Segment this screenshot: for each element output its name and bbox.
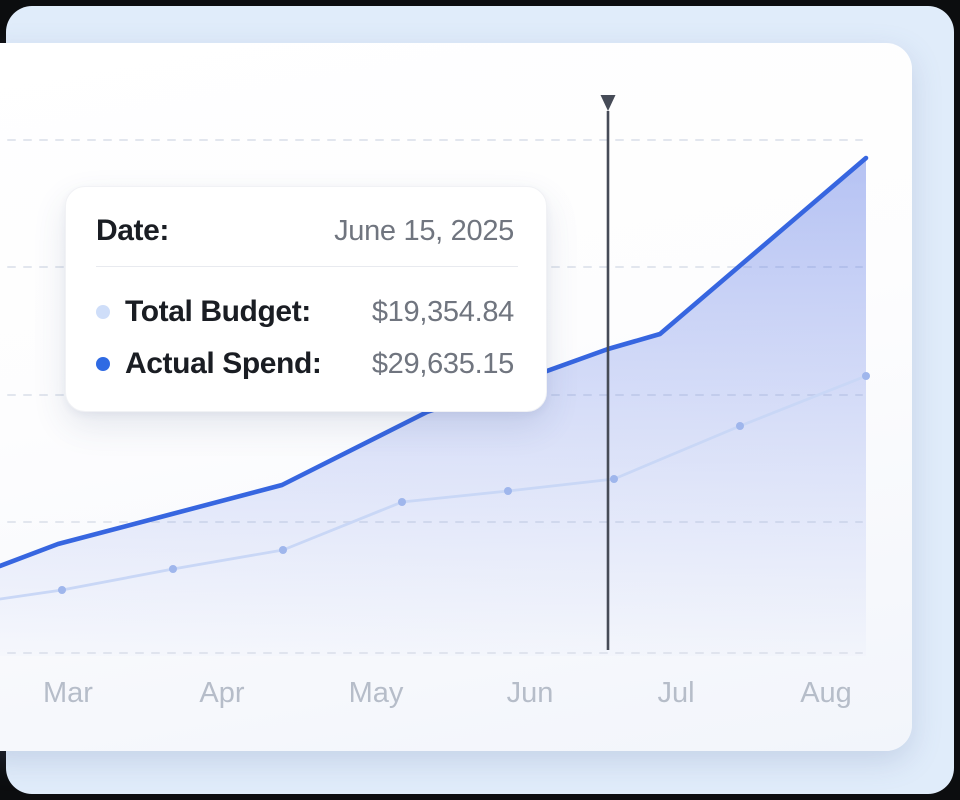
chart-tooltip: Date: June 15, 2025 Total Budget: $19,35…	[65, 186, 547, 412]
x-axis-label: May	[349, 677, 404, 709]
tooltip-date-value: June 15, 2025	[334, 215, 514, 247]
total-budget-point	[169, 565, 177, 573]
tooltip-spend-value: $29,635.15	[371, 348, 514, 380]
x-axis-label: Mar	[43, 677, 93, 709]
total-budget-point	[504, 487, 512, 495]
total-budget-point	[279, 546, 287, 554]
crosshair-layer[interactable]	[600, 95, 616, 650]
tooltip-spend-row: Actual Spend: $29,635.15	[96, 344, 514, 384]
x-axis-label: Jul	[657, 677, 694, 709]
tooltip-date-label: Date:	[96, 214, 170, 247]
tooltip-budget-row: Total Budget: $19,354.84	[96, 292, 514, 332]
actual-spend-legend-dot-icon	[96, 357, 110, 371]
tooltip-spend-label: Actual Spend:	[125, 347, 322, 380]
tooltip-date-row: Date: June 15, 2025	[96, 211, 514, 251]
x-axis: Mar Apr May Jun Jul Aug	[43, 677, 852, 709]
total-budget-point	[398, 498, 406, 506]
total-budget-legend-dot-icon	[96, 305, 110, 319]
total-budget-point	[862, 372, 870, 380]
actual-spend-line	[0, 155, 869, 569]
actual-spend-area	[0, 158, 866, 656]
budget-spend-chart[interactable]: Mar Apr May Jun Jul Aug	[0, 43, 912, 751]
total-budget-point	[736, 422, 744, 430]
x-axis-label: Jun	[507, 677, 554, 709]
tooltip-budget-value: $19,354.84	[371, 296, 514, 328]
total-budget-point	[58, 586, 66, 594]
tooltip-divider	[96, 266, 518, 267]
tooltip-budget-label: Total Budget:	[125, 295, 311, 328]
x-axis-label: Apr	[199, 677, 244, 709]
total-budget-point	[610, 475, 618, 483]
x-axis-label: Aug	[800, 677, 852, 709]
series-layer	[0, 155, 870, 656]
crosshair-marker-icon[interactable]	[600, 95, 616, 111]
